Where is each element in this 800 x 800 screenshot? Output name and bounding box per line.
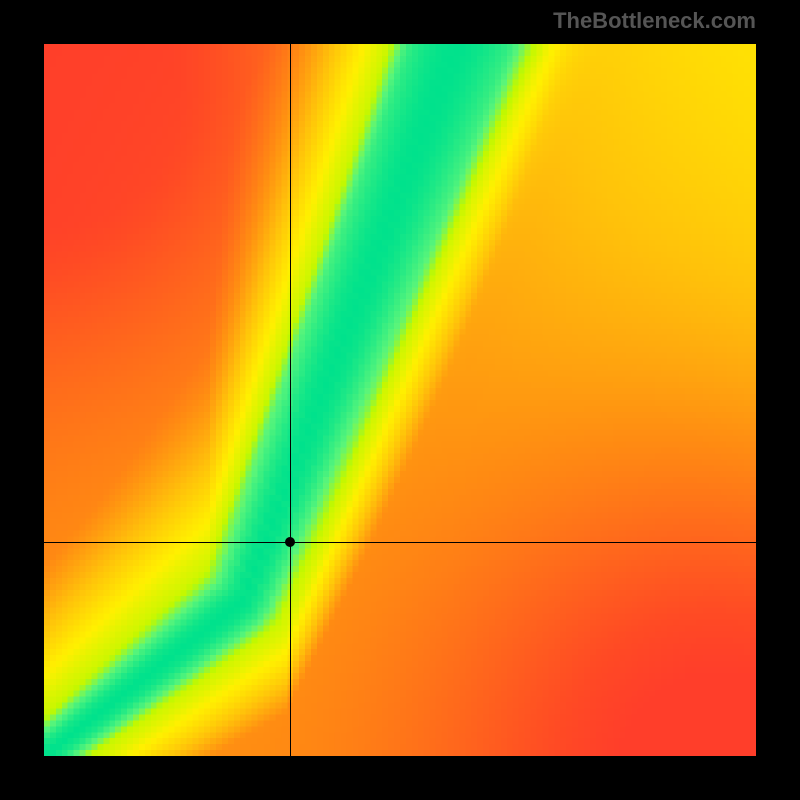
heatmap-canvas [44, 44, 756, 756]
crosshair-vertical [290, 44, 291, 756]
marker-dot [285, 537, 295, 547]
watermark-text: TheBottleneck.com [553, 8, 756, 34]
heatmap-plot [44, 44, 756, 756]
crosshair-horizontal [44, 542, 756, 543]
